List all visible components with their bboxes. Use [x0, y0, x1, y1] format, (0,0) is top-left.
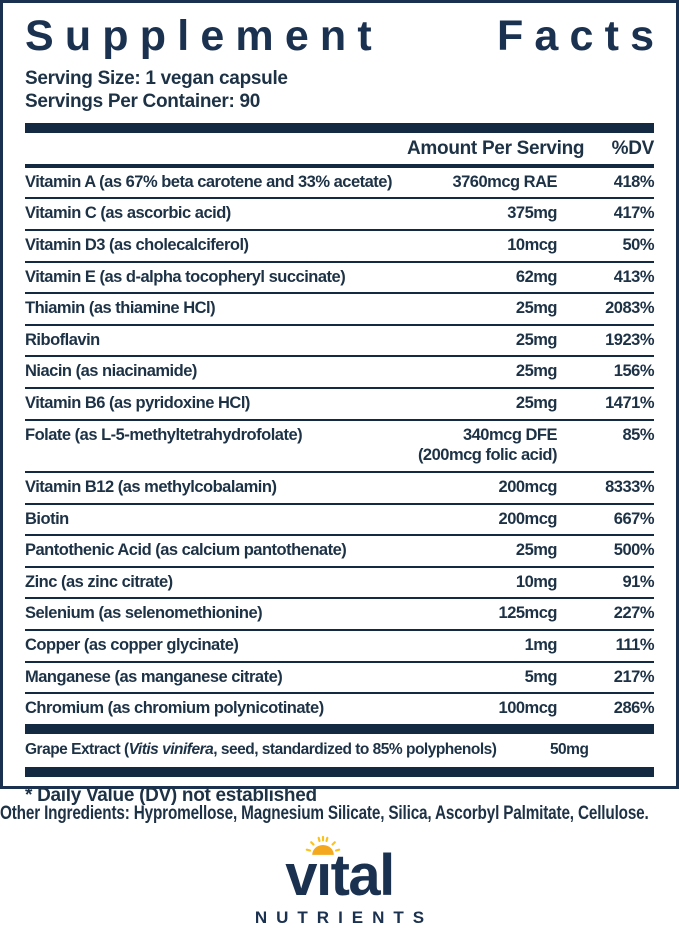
nutrient-amount: 25mg	[515, 330, 558, 349]
title-word-facts: Facts	[496, 12, 666, 60]
divider-header	[25, 163, 654, 168]
nutrient-row: Thiamin (as thiamine HCl) 25mg 2083%	[25, 294, 655, 326]
nutrient-amount: 125mcg	[498, 604, 558, 623]
nutrient-dv: 418%	[613, 172, 655, 191]
brand-logo: v ıtal NUTRIENTS	[0, 835, 679, 928]
nutrient-name: Chromium (as chromium polynicotinate)	[25, 699, 324, 718]
nutrient-dv: 1471%	[605, 394, 654, 413]
nutrient-name: Biotin	[25, 509, 69, 528]
nutrient-amount: 375mg	[507, 204, 557, 223]
nutrient-name: Vitamin E (as d-alpha tocopheryl succina…	[25, 267, 346, 286]
nutrient-amount: 25mg	[515, 299, 558, 318]
nutrient-dv: 667%	[613, 509, 655, 528]
nutrient-amount: 62mg	[515, 267, 558, 286]
other-ingredients: Other Ingredients: Hypromellose, Magnesi…	[0, 803, 649, 824]
grape-extract-name: Grape Extract (Vitis vinifera, seed, sta…	[25, 740, 497, 758]
nutrient-dv: 2083%	[605, 299, 654, 318]
nutrient-name: Folate (as L-5-methyltetrahydrofolate)	[25, 425, 303, 444]
column-header-dv: %DV	[611, 137, 655, 159]
nutrient-name: Niacin (as niacinamide)	[25, 362, 197, 381]
nutrient-dv: 85%	[622, 425, 654, 444]
nutrient-dv: 156%	[613, 362, 655, 381]
title-word-supplement: Supplement	[25, 12, 383, 60]
divider-thick-mid	[25, 723, 654, 734]
divider-thick-bottom	[25, 766, 654, 777]
column-header-amount: Amount Per Serving	[407, 137, 585, 159]
nutrient-row: Pantothenic Acid (as calcium pantothenat…	[25, 536, 655, 568]
nutrient-row: Selenium (as selenomethionine) 125mcg 22…	[25, 599, 655, 632]
nutrient-name: Vitamin D3 (as cholecalciferol)	[25, 235, 249, 254]
nutrient-row: Vitamin D3 (as cholecalciferol) 10mcg 50…	[25, 231, 655, 263]
nutrient-row: Copper (as copper glycinate) 1mg 111%	[25, 631, 655, 663]
nutrient-dv: 8333%	[605, 477, 654, 496]
nutrient-amount: 25mg	[515, 362, 558, 381]
nutrient-row: Manganese (as manganese citrate) 5mg 217…	[25, 663, 655, 695]
nutrient-dv: 417%	[613, 204, 655, 223]
grape-extract-amount: 50mg	[549, 740, 589, 758]
servings-per-container: Servings Per Container: 90	[25, 91, 261, 113]
nutrient-row: Riboflavin 25mg 1923%	[25, 326, 655, 358]
nutrient-amount: 1mg	[524, 636, 558, 655]
nutrient-amount: 10mcg	[507, 235, 557, 254]
nutrient-name: Vitamin B6 (as pyridoxine HCl)	[25, 394, 250, 413]
divider-thick-top	[25, 122, 654, 133]
nutrient-name: Vitamin C (as ascorbic acid)	[25, 204, 231, 223]
nutrient-name: Thiamin (as thiamine HCl)	[25, 299, 216, 318]
grape-extract-dv: *	[588, 741, 679, 759]
nutrient-amount: 340mcg DFE (200mcg folic acid)	[407, 425, 558, 466]
column-header-row: Amount Per Serving %DV	[25, 133, 654, 164]
sun-icon	[306, 835, 341, 855]
nutrient-amount: 25mg	[515, 394, 558, 413]
nutrient-row: Chromium (as chromium polynicotinate) 10…	[25, 694, 655, 724]
nutrient-name: Copper (as copper glycinate)	[25, 636, 239, 655]
nutrient-name: Zinc (as zinc citrate)	[25, 572, 173, 591]
nutrient-row: Zinc (as zinc citrate) 10mg 91%	[25, 568, 655, 600]
nutrient-row: Vitamin C (as ascorbic acid) 375mg 417%	[25, 199, 655, 231]
serving-size: Serving Size: 1 vegan capsule	[25, 68, 288, 90]
nutrient-row: Vitamin B12 (as methylcobalamin) 200mcg …	[25, 473, 655, 505]
panel-title: Supplement Facts	[25, 12, 654, 60]
nutrient-amount: 100mcg	[498, 699, 558, 718]
logo-subtext: NUTRIENTS	[254, 908, 434, 927]
nutrient-amount: 200mcg	[498, 477, 558, 496]
nutrient-row: Vitamin E (as d-alpha tocopheryl succina…	[25, 263, 655, 295]
nutrient-row: Vitamin A (as 67% beta carotene and 33% …	[25, 168, 655, 200]
nutrient-amount-secondary: (200mcg folic acid)	[417, 446, 558, 465]
dv-footnote: * Daily Value (DV) not established	[25, 784, 317, 806]
nutrient-dv: 91%	[622, 572, 654, 591]
nutrient-dv: 1923%	[605, 330, 654, 349]
nutrient-rows: Vitamin A (as 67% beta carotene and 33% …	[25, 168, 655, 724]
nutrient-dv: 413%	[613, 267, 655, 286]
nutrient-name: Selenium (as selenomethionine)	[25, 604, 263, 623]
nutrient-amount: 200mcg	[498, 509, 558, 528]
nutrient-dv: 217%	[613, 667, 655, 686]
nutrient-dv: 111%	[615, 636, 655, 655]
nutrient-dv: 227%	[613, 604, 655, 623]
nutrient-name: Vitamin A (as 67% beta carotene and 33% …	[25, 172, 392, 191]
nutrient-amount: 3760mcg RAE	[452, 172, 557, 191]
nutrient-dv: 286%	[613, 699, 655, 718]
nutrient-dv: 500%	[613, 541, 655, 560]
latin-name: Vitis vinifera	[128, 740, 214, 758]
nutrient-amount: 25mg	[515, 541, 558, 560]
nutrient-name: Riboflavin	[25, 330, 100, 349]
nutrient-name: Vitamin B12 (as methylcobalamin)	[25, 477, 277, 496]
nutrient-row: Biotin 200mcg 667%	[25, 505, 655, 537]
grape-extract-row: Grape Extract (Vitis vinifera, seed, sta…	[25, 734, 654, 767]
nutrient-row: Niacin (as niacinamide) 25mg 156%	[25, 357, 655, 390]
nutrient-dv: 50%	[622, 235, 654, 254]
nutrient-name: Pantothenic Acid (as calcium pantothenat…	[25, 541, 347, 560]
nutrient-row: Vitamin B6 (as pyridoxine HCl) 25mg 1471…	[25, 389, 655, 421]
supplement-facts-panel: Supplement Facts Serving Size: 1 vegan c…	[0, 0, 679, 806]
nutrient-row: Folate (as L-5-methyltetrahydrofolate) 3…	[25, 421, 655, 473]
nutrient-name: Manganese (as manganese citrate)	[25, 667, 283, 686]
logo-wordmark: v ıtal	[285, 835, 395, 905]
nutrient-amount: 5mg	[524, 667, 558, 686]
nutrient-amount: 10mg	[515, 572, 558, 591]
